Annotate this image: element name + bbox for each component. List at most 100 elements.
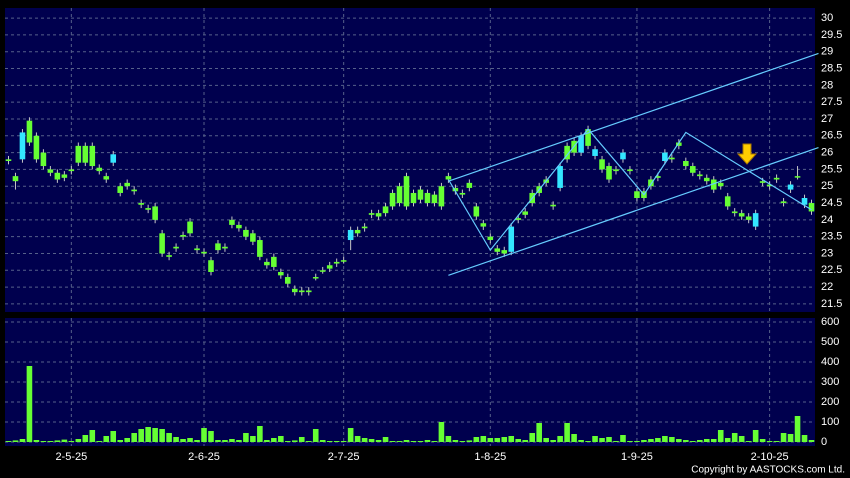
candle-body <box>592 149 598 156</box>
candle-body <box>389 192 396 207</box>
volume-bar <box>152 428 158 442</box>
volume-bar <box>124 438 130 442</box>
candle-body <box>285 277 291 284</box>
candle-body <box>634 191 640 198</box>
volume-bar <box>396 441 403 442</box>
volume-bar <box>515 439 522 442</box>
candle-body <box>515 218 522 220</box>
candle-body <box>103 176 110 180</box>
candle-body <box>236 224 242 229</box>
x-tick-label: 1-8-25 <box>474 451 506 463</box>
candle-body <box>89 145 96 167</box>
candle-body <box>731 211 738 214</box>
volume-tick-label: 0 <box>821 436 827 448</box>
volume-bar <box>773 441 780 442</box>
volume-bar <box>382 437 389 442</box>
volume-bar <box>501 437 508 442</box>
volume-bar <box>194 440 200 442</box>
candle-body <box>33 135 40 160</box>
volume-bar <box>375 440 382 442</box>
candle-body <box>208 260 214 272</box>
candle-body <box>801 198 808 205</box>
volume-bar <box>641 440 647 442</box>
volume-bar <box>550 440 556 442</box>
volume-bar <box>620 435 626 442</box>
volume-bar <box>808 440 815 442</box>
volume-bar <box>564 423 570 442</box>
candle-body <box>291 288 298 293</box>
volume-bar <box>68 441 75 442</box>
candle-body <box>187 221 193 234</box>
volume-bar <box>543 438 549 442</box>
volume-bar <box>585 441 591 442</box>
candle-body <box>494 248 501 252</box>
volume-bar <box>26 366 33 442</box>
candle-body <box>745 216 752 220</box>
y-tick-label: 21.5 <box>821 298 842 310</box>
y-tick-label: 28.5 <box>821 62 842 74</box>
y-tick-label: 23.5 <box>821 231 842 243</box>
candle-body <box>738 213 745 217</box>
candle-body <box>550 204 556 207</box>
candle-body <box>12 176 19 182</box>
volume-bar <box>61 439 68 442</box>
volume-bar <box>89 430 96 442</box>
y-tick-label: 29.5 <box>821 29 842 41</box>
volume-bar <box>138 429 144 442</box>
candle-body <box>606 166 612 180</box>
candle-body <box>703 177 710 182</box>
volume-bar <box>780 433 787 442</box>
candle-body <box>655 176 661 178</box>
volume-bar <box>54 440 61 442</box>
volume-bar <box>166 433 172 442</box>
arrow-shape <box>736 143 758 165</box>
volume-bar <box>305 441 312 442</box>
candle-body <box>166 255 172 257</box>
volume-bar <box>536 423 542 442</box>
candle-body <box>683 161 689 167</box>
x-tick-label: 2-10-25 <box>751 451 789 463</box>
volume-bar <box>759 439 766 442</box>
volume-bar <box>466 440 473 442</box>
candle-body <box>578 135 584 153</box>
y-tick-label: 27.5 <box>821 96 842 108</box>
candle-body <box>696 174 703 177</box>
volume-bar <box>319 440 326 442</box>
volume-bar <box>215 440 221 442</box>
y-tick-label: 24.5 <box>821 197 842 209</box>
volume-bar <box>669 437 675 442</box>
volume-bar <box>19 439 26 442</box>
candle-body <box>201 251 207 254</box>
volume-bar <box>326 441 333 442</box>
candle-body <box>613 169 619 172</box>
volume-bar <box>599 438 605 442</box>
candle-body <box>585 129 591 146</box>
y-tick-label: 30 <box>821 12 833 24</box>
candle-body <box>180 234 186 237</box>
volume-bar <box>5 441 12 442</box>
candle-body <box>717 182 724 187</box>
volume-bar <box>752 430 759 442</box>
volume-bar <box>676 439 682 442</box>
volume-bar <box>117 440 124 442</box>
candle-body <box>487 236 494 241</box>
candle-body <box>620 152 626 160</box>
candle-body <box>780 201 787 204</box>
volume-bar <box>257 426 263 442</box>
candle-body <box>243 229 249 237</box>
volume-bar <box>445 436 452 442</box>
candle-body <box>96 167 103 172</box>
candle-body <box>152 206 158 220</box>
volume-bar <box>508 436 515 442</box>
volume-bar <box>710 439 717 442</box>
trend-line <box>448 146 819 276</box>
candle-body <box>138 203 144 205</box>
candle-body <box>431 194 438 204</box>
volume-bar <box>103 436 110 442</box>
candle-body <box>312 277 319 279</box>
candle-body <box>319 270 326 272</box>
volume-bar <box>403 440 410 442</box>
volume-bar <box>738 436 745 442</box>
volume-bar <box>655 438 661 442</box>
